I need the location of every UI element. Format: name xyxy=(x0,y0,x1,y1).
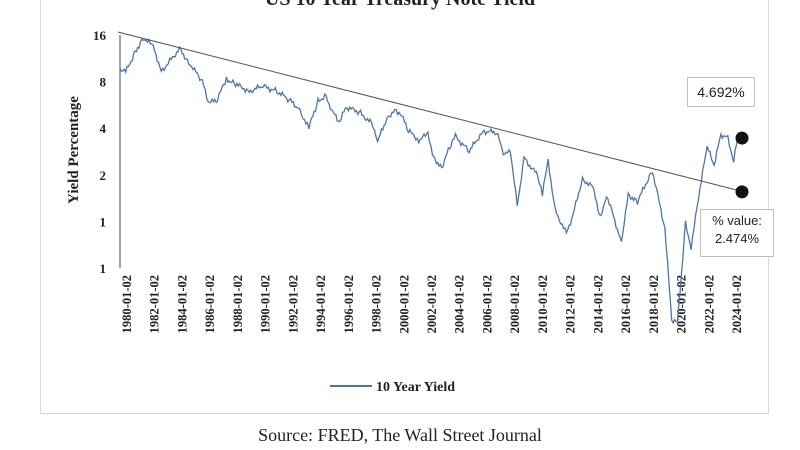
y-tick-label: 16 xyxy=(93,28,107,43)
series-line-10-year-yield xyxy=(119,37,745,325)
x-tick-label: 2022-01-02 xyxy=(702,275,716,333)
x-tick-label: 2000-01-02 xyxy=(397,275,411,333)
y-tick-label: 8 xyxy=(100,75,107,90)
x-tick-label: 2018-01-02 xyxy=(647,275,661,333)
x-tick-label: 1980-01-02 xyxy=(120,275,134,333)
y-tick-label: 1 xyxy=(100,214,107,229)
current-yield-label: 4.692% xyxy=(697,84,745,100)
trend-value-callout: % value: 2.474% xyxy=(700,209,774,257)
x-tick-label: 2010-01-02 xyxy=(536,275,550,333)
x-tick-label: 1984-01-02 xyxy=(175,275,189,333)
x-tick-label: 1996-01-02 xyxy=(342,275,356,333)
current-yield-callout: 4.692% xyxy=(687,77,755,107)
x-tick-label: 1982-01-02 xyxy=(148,275,162,333)
trend-value-marker xyxy=(735,185,749,199)
x-tick-label: 1986-01-02 xyxy=(203,275,217,333)
x-tick-label: 1998-01-02 xyxy=(370,275,384,333)
y-tick-label: 2 xyxy=(100,168,107,183)
x-tick-label: 2002-01-02 xyxy=(425,275,439,333)
x-tick-label: 1990-01-02 xyxy=(259,275,273,333)
source-note: Source: FRED, The Wall Street Journal xyxy=(258,425,542,445)
x-tick-label: 2008-01-02 xyxy=(508,275,522,333)
current-yield-marker xyxy=(735,131,749,145)
trend-value-label: % value: xyxy=(712,213,762,228)
x-tick-label: 1992-01-02 xyxy=(286,275,300,333)
y-tick-label: 4 xyxy=(100,121,107,136)
y-tick-label: 1 xyxy=(100,261,107,276)
x-tick-label: 1994-01-02 xyxy=(314,275,328,333)
x-tick-label: 1988-01-02 xyxy=(231,275,245,333)
chart-frame xyxy=(40,0,769,414)
x-tick-label: 2016-01-02 xyxy=(619,275,633,333)
trend-value-number: 2.474% xyxy=(714,231,760,246)
legend-label: 10 Year Yield xyxy=(376,380,455,395)
x-tick-label: 2014-01-02 xyxy=(591,275,605,333)
x-tick-label: 2024-01-02 xyxy=(730,275,744,333)
x-tick-label: 2020-01-02 xyxy=(675,275,689,333)
x-tick-label: 2004-01-02 xyxy=(453,275,467,333)
x-tick-label: 2006-01-02 xyxy=(480,275,494,333)
chart-title: US 10 Year Treasury Note Yield xyxy=(190,0,610,11)
y-axis-title: Yield Percentage xyxy=(66,96,82,204)
trendline xyxy=(117,31,744,193)
x-tick-label: 2012-01-02 xyxy=(564,275,578,333)
